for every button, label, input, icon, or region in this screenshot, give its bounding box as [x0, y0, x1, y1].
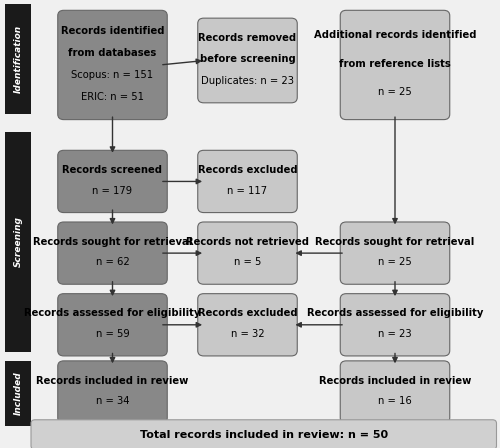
- Text: n = 59: n = 59: [96, 329, 130, 339]
- FancyBboxPatch shape: [198, 222, 297, 284]
- Text: n = 117: n = 117: [228, 186, 268, 196]
- Text: ERIC: n = 51: ERIC: n = 51: [81, 92, 144, 102]
- Text: Records not retrieved: Records not retrieved: [186, 237, 309, 247]
- FancyBboxPatch shape: [340, 222, 450, 284]
- Text: Records excluded: Records excluded: [198, 165, 298, 175]
- FancyBboxPatch shape: [58, 10, 167, 120]
- Text: Records excluded: Records excluded: [198, 309, 298, 319]
- FancyBboxPatch shape: [198, 294, 297, 356]
- FancyBboxPatch shape: [340, 294, 450, 356]
- FancyBboxPatch shape: [58, 151, 167, 213]
- FancyBboxPatch shape: [5, 132, 31, 352]
- Text: Duplicates: n = 23: Duplicates: n = 23: [201, 76, 294, 86]
- Text: Records included in review: Records included in review: [36, 376, 188, 386]
- Text: Records removed: Records removed: [198, 33, 296, 43]
- Text: n = 62: n = 62: [96, 258, 130, 267]
- Text: Records assessed for eligibility: Records assessed for eligibility: [24, 309, 201, 319]
- Text: Scopus: n = 151: Scopus: n = 151: [72, 70, 154, 80]
- Text: from reference lists: from reference lists: [339, 59, 451, 69]
- Text: Records identified: Records identified: [61, 26, 164, 36]
- Text: n = 16: n = 16: [378, 396, 412, 406]
- Text: Records included in review: Records included in review: [319, 376, 471, 386]
- Text: Records screened: Records screened: [62, 165, 162, 175]
- Text: Screening: Screening: [14, 216, 22, 267]
- Text: n = 25: n = 25: [378, 258, 412, 267]
- Text: Records sought for retrieval: Records sought for retrieval: [316, 237, 474, 247]
- Text: Additional records identified: Additional records identified: [314, 30, 476, 40]
- FancyBboxPatch shape: [340, 361, 450, 423]
- Text: n = 5: n = 5: [234, 258, 261, 267]
- FancyBboxPatch shape: [58, 294, 167, 356]
- Text: n = 25: n = 25: [378, 87, 412, 97]
- FancyBboxPatch shape: [58, 361, 167, 423]
- FancyBboxPatch shape: [198, 151, 297, 213]
- Text: Records assessed for eligibility: Records assessed for eligibility: [307, 309, 483, 319]
- Text: n = 32: n = 32: [230, 329, 264, 339]
- FancyBboxPatch shape: [58, 222, 167, 284]
- Text: n = 23: n = 23: [378, 329, 412, 339]
- Text: Identification: Identification: [14, 25, 22, 94]
- Text: n = 34: n = 34: [96, 396, 129, 406]
- Text: Records sought for retrieval: Records sought for retrieval: [33, 237, 192, 247]
- FancyBboxPatch shape: [198, 18, 297, 103]
- FancyBboxPatch shape: [340, 10, 450, 120]
- FancyBboxPatch shape: [5, 361, 31, 426]
- FancyBboxPatch shape: [5, 4, 31, 114]
- Text: from databases: from databases: [68, 48, 156, 58]
- Text: n = 179: n = 179: [92, 186, 132, 196]
- Text: Included: Included: [14, 371, 22, 415]
- Text: before screening: before screening: [200, 54, 296, 65]
- FancyBboxPatch shape: [31, 420, 496, 448]
- Text: Total records included in review: n = 50: Total records included in review: n = 50: [140, 430, 388, 439]
